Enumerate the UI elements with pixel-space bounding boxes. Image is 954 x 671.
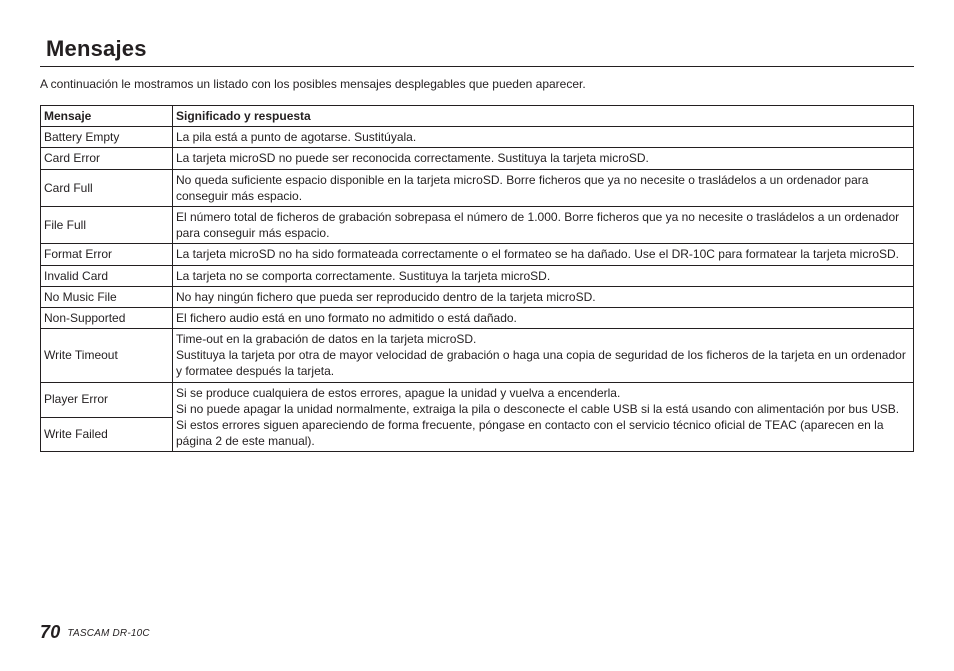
response-cell: No hay ningún fichero que pueda ser repr…	[173, 286, 914, 307]
table-row: Battery EmptyLa pila está a punto de ago…	[41, 127, 914, 148]
response-cell: La tarjeta no se comporta correctamente.…	[173, 265, 914, 286]
message-cell: No Music File	[41, 286, 173, 307]
model-name: TASCAM DR-10C	[67, 628, 149, 639]
message-cell: File Full	[41, 206, 173, 243]
message-cell: Battery Empty	[41, 127, 173, 148]
table-row: Format ErrorLa tarjeta microSD no ha sid…	[41, 244, 914, 265]
table-row: Non-SupportedEl fichero audio está en un…	[41, 307, 914, 328]
response-cell: La tarjeta microSD no ha sido formateada…	[173, 244, 914, 265]
message-cell: Format Error	[41, 244, 173, 265]
table-row: File FullEl número total de ficheros de …	[41, 206, 914, 243]
page-footer: 70 TASCAM DR-10C	[40, 622, 150, 643]
response-cell: El fichero audio está en uno formato no …	[173, 307, 914, 328]
table-row: No Music FileNo hay ningún fichero que p…	[41, 286, 914, 307]
table-row: Write TimeoutTime-out en la grabación de…	[41, 329, 914, 383]
message-cell: Card Full	[41, 169, 173, 206]
message-cell: Card Error	[41, 148, 173, 169]
table-row: Invalid CardLa tarjeta no se comporta co…	[41, 265, 914, 286]
response-cell: El número total de ficheros de grabación…	[173, 206, 914, 243]
message-cell: Invalid Card	[41, 265, 173, 286]
col-header-response: Significado y respuesta	[173, 106, 914, 127]
message-cell: Write Failed	[41, 417, 173, 452]
table-row: Player ErrorSi se produce cualquiera de …	[41, 382, 914, 417]
response-cell: No queda suficiente espacio disponible e…	[173, 169, 914, 206]
message-cell: Write Timeout	[41, 329, 173, 383]
page-number: 70	[40, 622, 60, 642]
message-cell: Player Error	[41, 382, 173, 417]
section-title: Mensajes	[40, 36, 914, 67]
response-cell: La pila está a punto de agotarse. Sustit…	[173, 127, 914, 148]
message-cell: Non-Supported	[41, 307, 173, 328]
col-header-message: Mensaje	[41, 106, 173, 127]
table-row: Card FullNo queda suficiente espacio dis…	[41, 169, 914, 206]
intro-text: A continuación le mostramos un listado c…	[40, 77, 914, 91]
response-cell: Time-out en la grabación de datos en la …	[173, 329, 914, 383]
table-row: Card ErrorLa tarjeta microSD no puede se…	[41, 148, 914, 169]
table-header-row: Mensaje Significado y respuesta	[41, 106, 914, 127]
response-cell: La tarjeta microSD no puede ser reconoci…	[173, 148, 914, 169]
response-cell: Si se produce cualquiera de estos errore…	[173, 382, 914, 452]
messages-table: Mensaje Significado y respuesta Battery …	[40, 105, 914, 452]
